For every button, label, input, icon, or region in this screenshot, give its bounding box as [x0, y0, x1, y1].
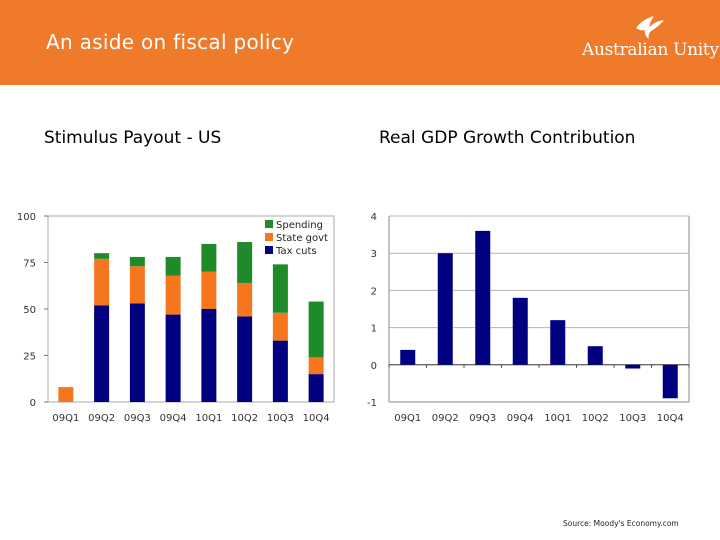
- bar-spending: [237, 242, 253, 283]
- bar-state-govt: [308, 357, 324, 375]
- y-tick-label: 2: [371, 286, 377, 297]
- legend-label: State govt: [276, 233, 328, 244]
- chart-title-gdp: Real GDP Growth Contribution: [379, 128, 636, 148]
- y-tick-label: 3: [371, 249, 377, 260]
- y-tick-label: 100: [17, 212, 36, 223]
- bar-state-govt: [129, 266, 145, 304]
- x-tick-label: 09Q4: [507, 413, 534, 424]
- x-tick-label: 09Q1: [394, 413, 421, 424]
- gdp-bar: [437, 253, 453, 365]
- bar-state-govt: [58, 387, 74, 402]
- gdp-bar: [512, 297, 528, 365]
- legend-label: Tax cuts: [275, 246, 317, 257]
- gdp-bar: [662, 364, 678, 399]
- x-tick-label: 09Q1: [52, 413, 79, 424]
- y-tick-label: 75: [23, 259, 36, 270]
- source-note: Source: Moody's Economy.com: [563, 519, 679, 528]
- bar-tax-cuts: [165, 314, 181, 402]
- header-bar: An aside on fiscal policy Australian Uni…: [0, 0, 720, 85]
- bar-tax-cuts: [308, 374, 324, 402]
- legend-label: Spending: [276, 220, 323, 231]
- x-tick-label: 10Q1: [195, 413, 222, 424]
- bar-tax-cuts: [237, 316, 253, 402]
- bar-tax-cuts: [201, 309, 217, 402]
- x-tick-label: 10Q1: [544, 413, 571, 424]
- bar-spending: [129, 256, 145, 267]
- legend-swatch: [265, 220, 273, 228]
- y-tick-label: 50: [23, 305, 36, 316]
- australian-unity-logo: Australian Unity: [582, 14, 719, 70]
- bar-spending: [165, 256, 181, 276]
- bar-spending: [201, 243, 217, 272]
- bar-state-govt: [94, 258, 110, 306]
- slide-title: An aside on fiscal policy: [46, 30, 295, 54]
- bar-tax-cuts: [94, 305, 110, 402]
- x-tick-label: 10Q3: [619, 413, 646, 424]
- gdp-bar: [475, 230, 491, 365]
- x-tick-label: 10Q2: [231, 413, 258, 424]
- bird-logo-icon: [636, 16, 664, 39]
- y-tick-label: 4: [371, 212, 377, 223]
- bar-state-govt: [165, 275, 181, 315]
- y-tick-label: -1: [367, 398, 377, 409]
- bar-tax-cuts: [129, 303, 145, 402]
- y-tick-label: 25: [23, 352, 36, 363]
- bar-state-govt: [237, 282, 253, 317]
- x-tick-label: 09Q2: [432, 413, 459, 424]
- x-tick-label: 09Q3: [469, 413, 496, 424]
- legend-swatch: [265, 233, 273, 241]
- bar-tax-cuts: [272, 340, 288, 402]
- bar-spending: [94, 253, 110, 259]
- bar-spending: [272, 264, 288, 313]
- x-tick-label: 09Q2: [88, 413, 115, 424]
- chart-title-stimulus: Stimulus Payout - US: [44, 128, 222, 148]
- gdp-bar: [625, 364, 641, 369]
- gdp-bar: [587, 346, 603, 365]
- y-tick-label: 1: [371, 324, 377, 335]
- logo-text: Australian Unity: [582, 40, 719, 60]
- x-tick-label: 10Q4: [303, 413, 330, 424]
- y-tick-label: 0: [30, 398, 36, 409]
- y-tick-label: 0: [371, 361, 377, 372]
- legend-swatch: [265, 246, 273, 254]
- x-tick-label: 09Q4: [160, 413, 187, 424]
- stimulus-payout-chart: 0 25 50 75 100 09Q1 09Q2 09Q3 09Q4 10Q1 10Q2 10Q3 10…: [17, 212, 335, 424]
- bar-state-govt: [201, 271, 217, 309]
- x-tick-label: 10Q3: [267, 413, 294, 424]
- bar-state-govt: [272, 312, 288, 341]
- gdp-bar: [400, 349, 416, 365]
- bar-spending: [308, 301, 324, 358]
- x-tick-label: 09Q3: [124, 413, 151, 424]
- x-tick-label: 10Q4: [657, 413, 684, 424]
- gdp-bar: [550, 320, 566, 365]
- gdp-growth-chart: -1 0 1 2 3 4 09Q1 09Q2 09Q3 09Q4 10Q1 10Q2 10Q3 10Q4: [367, 212, 690, 424]
- x-tick-label: 10Q2: [582, 413, 609, 424]
